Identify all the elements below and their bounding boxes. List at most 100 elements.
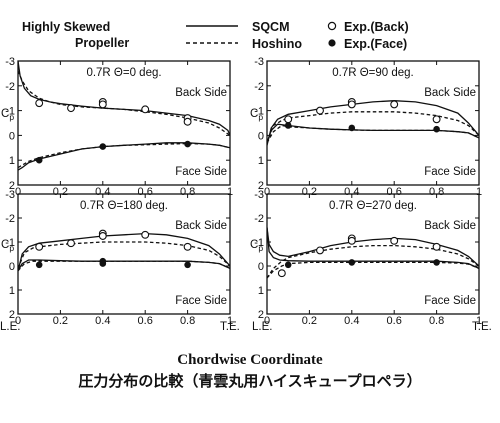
y-tick-label: 0 (9, 130, 15, 142)
x-tick-label: 0.8 (429, 186, 444, 198)
y-tick-label: -3 (5, 56, 15, 68)
face-side-label: Face Side (424, 295, 476, 307)
y-tick-label: -1 (5, 106, 15, 118)
x-tick-label: 0.2 (53, 186, 68, 198)
hoshino-face-curve (267, 261, 479, 279)
exp-face-point (99, 143, 107, 150)
x-tick-label: 0.4 (95, 315, 110, 327)
legend-subject-line2: Propeller (75, 36, 129, 50)
sqcm-back-curve (18, 232, 230, 271)
bottom-axis-labels: L.E. T.E. L.E. T.E. (0, 321, 492, 333)
hoshino-face-curve (267, 124, 479, 144)
panel-condition-label: 0.7R Θ=180 deg. (80, 200, 168, 212)
hoshino-back-curve (18, 70, 230, 136)
panel-condition-label: 0.7R Θ=270 deg. (329, 200, 417, 212)
exp-back-point (390, 236, 399, 245)
legend-filled-marker-swatch (328, 39, 336, 47)
y-tick-label: -2 (254, 81, 264, 93)
x-tick-label: 0.6 (387, 315, 402, 327)
exp-back-point (347, 100, 356, 109)
x-tick-label: 0 (15, 186, 21, 198)
exp-face-point (348, 259, 356, 266)
right-le-label: L.E. (252, 321, 272, 333)
exp-back-point (98, 232, 107, 240)
exp-face-point (184, 261, 191, 269)
y-tick-label: -1 (254, 106, 264, 118)
exp-face-point (433, 259, 440, 266)
hoshino-back-curve (18, 241, 230, 269)
exp-back-point (141, 105, 150, 114)
y-tick-label: 1 (9, 155, 15, 167)
y-tick-label: 0 (258, 261, 264, 273)
x-tick-label: 0.8 (180, 186, 195, 198)
legend-exp-back-label: Exp.(Back) (344, 20, 409, 34)
exp-back-point (432, 115, 441, 124)
x-tick-label: 0.4 (344, 315, 359, 327)
left-te-label: T.E. (220, 321, 240, 333)
plot-frame (266, 60, 480, 186)
exp-face-point (35, 261, 43, 269)
legend-subject-line1: Highly Skewed (22, 20, 110, 34)
exp-back-point (316, 106, 324, 115)
exp-back-point (277, 269, 286, 278)
y-tick-label: -2 (254, 213, 264, 225)
x-tick-label: 1 (227, 315, 233, 327)
exp-face-point (184, 140, 191, 148)
sqcm-face-curve (267, 123, 479, 144)
exp-face-point (99, 260, 107, 267)
exp-face-point (35, 156, 43, 164)
exp-back-point (35, 99, 44, 108)
x-tick-label: 0.6 (387, 186, 402, 198)
hoshino-face-curve (18, 142, 230, 169)
legend-hoshino-label: Hoshino (252, 37, 302, 51)
caption: Chordwise Coordinate 圧力分布の比較（青雲丸用ハイスキュープ… (78, 352, 421, 390)
legend-exp-face-label: Exp.(Face) (344, 37, 407, 51)
y-tick-label: -1 (5, 237, 15, 249)
x-tick-label: 0.4 (344, 186, 359, 198)
face-side-label: Face Side (175, 295, 227, 307)
exp-back-point (141, 230, 150, 239)
y-tick-label: 0 (9, 261, 15, 273)
chart-panel-2: 0 0.2 0.4 0.6 0.8 1 -3 -2 -1 0 1 2 Cp 0.7R Θ=90 deg. B… (250, 56, 482, 198)
y-tick-label: -2 (5, 213, 15, 225)
back-side-label: Back Side (424, 220, 476, 232)
x-tick-label: 0.2 (302, 186, 317, 198)
panel-condition-label: 0.7R Θ=0 deg. (86, 67, 161, 79)
exp-back-point (284, 115, 293, 124)
y-axis-label: Cp (250, 108, 263, 122)
y-tick-label: 1 (9, 285, 15, 297)
x-tick-label: 0 (264, 186, 270, 198)
x-tick-label: 1 (227, 186, 233, 198)
right-te-label: T.E. (472, 321, 492, 333)
back-side-label: Back Side (424, 87, 476, 99)
y-tick-label: -2 (5, 81, 15, 93)
y-tick-label: -3 (5, 189, 15, 201)
plot-frame (266, 193, 480, 315)
x-tick-label: 1 (476, 315, 482, 327)
hoshino-back-curve (267, 244, 479, 279)
x-tick-label: 0 (15, 315, 21, 327)
x-tick-label: 0.8 (429, 315, 444, 327)
panel-condition-label: 0.7R Θ=90 deg. (332, 67, 414, 79)
plot-frame (17, 193, 231, 315)
x-tick-label: 0.4 (95, 186, 110, 198)
hoshino-back-curve (267, 111, 479, 144)
exp-back-point (35, 242, 44, 251)
x-tick-label: 0 (264, 315, 270, 327)
x-tick-label: 0.6 (138, 315, 153, 327)
y-tick-label: 1 (258, 155, 264, 167)
sqcm-back-curve (267, 227, 479, 267)
y-tick-label: 2 (258, 180, 264, 192)
y-tick-label: -3 (254, 56, 264, 68)
exp-face-point (348, 124, 356, 132)
y-axis-label: Cp (250, 239, 263, 253)
exp-back-point (432, 242, 441, 251)
chart-panel-1: 0 0.2 0.4 0.6 0.8 1 -3 -2 -1 0 1 2 Cp 0.7R Θ=0 deg. Ba… (1, 56, 233, 198)
sqcm-back-curve (267, 100, 479, 146)
exp-face-point (284, 261, 292, 269)
exp-back-point (67, 239, 75, 248)
y-tick-label: 1 (258, 285, 264, 297)
exp-face-point (284, 122, 292, 129)
x-tick-label: 0.6 (138, 186, 153, 198)
